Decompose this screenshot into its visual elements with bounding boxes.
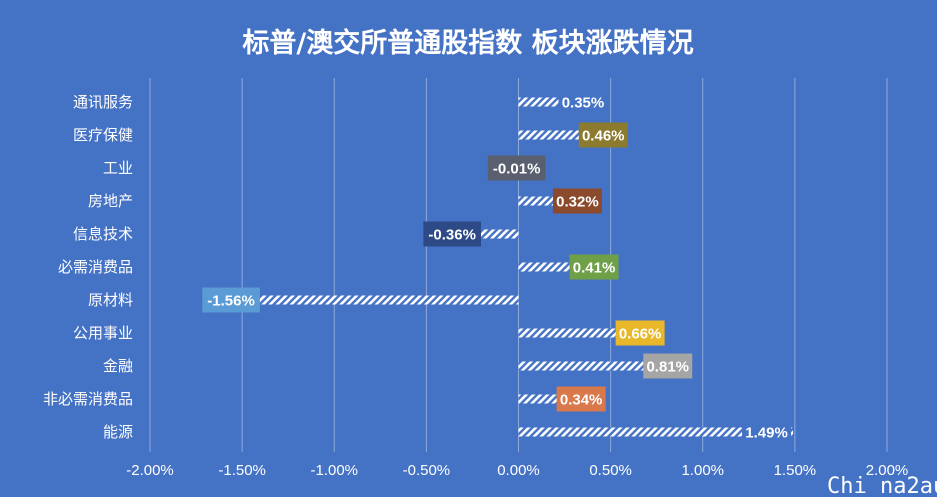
data-label: 0.32%: [556, 194, 599, 211]
x-tick-label: -1.00%: [310, 462, 358, 479]
bar: [231, 295, 519, 305]
data-label-box: [569, 254, 619, 280]
x-tick-label: -0.50%: [403, 462, 451, 479]
x-tick-label: 0.50%: [589, 462, 632, 479]
data-label-box: [487, 155, 546, 181]
watermark: Chi na2au: [827, 474, 937, 497]
x-tick-label: 1.50%: [774, 462, 817, 479]
bars: [231, 97, 794, 437]
data-label: 1.49%: [745, 425, 788, 442]
data-label: 0.41%: [573, 260, 616, 277]
data-label: 0.81%: [646, 359, 689, 376]
bar: [518, 262, 595, 272]
x-tick-label: 2.00%: [866, 462, 909, 479]
bar: [518, 328, 641, 338]
data-label-box: [643, 353, 693, 379]
category-label: 非必需消费品: [43, 390, 133, 408]
data-label-box: [742, 419, 792, 445]
data-label: -0.36%: [428, 227, 476, 244]
category-label: 医疗保健: [73, 126, 133, 144]
data-label: 0.66%: [619, 326, 662, 343]
bar: [518, 130, 604, 140]
data-label: 0.35%: [562, 95, 605, 112]
data-label-box: [578, 122, 628, 148]
x-tick-label: -2.00%: [126, 462, 174, 479]
category-label: 通讯服务: [73, 93, 133, 111]
data-label: -1.56%: [207, 293, 255, 310]
category-label: 公用事业: [73, 324, 133, 342]
bar: [518, 394, 582, 404]
category-label: 信息技术: [73, 225, 133, 243]
data-label: -0.01%: [493, 161, 541, 178]
bar: [518, 427, 794, 437]
x-tick-label: -1.50%: [218, 462, 266, 479]
bar: [518, 97, 583, 107]
data-label: 0.46%: [582, 128, 625, 145]
data-labels: 0.35% 0.46% -0.01% 0.32% -0.36% 0.41% -1.56% 0.…: [202, 89, 792, 445]
category-label: 必需消费品: [58, 258, 133, 276]
data-label-box: [558, 89, 608, 115]
bar: [518, 361, 668, 371]
data-label: 0.34%: [560, 392, 603, 409]
bar: [518, 196, 578, 206]
bar: [452, 229, 519, 239]
category-label: 能源: [103, 423, 133, 441]
x-tick-label: 1.00%: [681, 462, 724, 479]
data-label-box: [423, 221, 481, 247]
data-label-box: [552, 188, 602, 214]
x-tick-labels: -2.00% -1.50% -1.00% -0.50% 0.00% 0.50% 1.00% 1…: [126, 462, 908, 479]
category-label: 工业: [103, 159, 133, 177]
category-label: 金融: [103, 357, 133, 375]
chart-title: 标普/澳交所普通股指数 板块涨跌情况: [242, 27, 693, 59]
category-label: 房地产: [88, 192, 133, 210]
x-tick-label: 0.00%: [497, 462, 540, 479]
data-label-box: [202, 287, 260, 313]
category-label: 原材料: [88, 291, 133, 309]
data-label-box: [556, 386, 606, 412]
data-label-box: [615, 320, 665, 346]
